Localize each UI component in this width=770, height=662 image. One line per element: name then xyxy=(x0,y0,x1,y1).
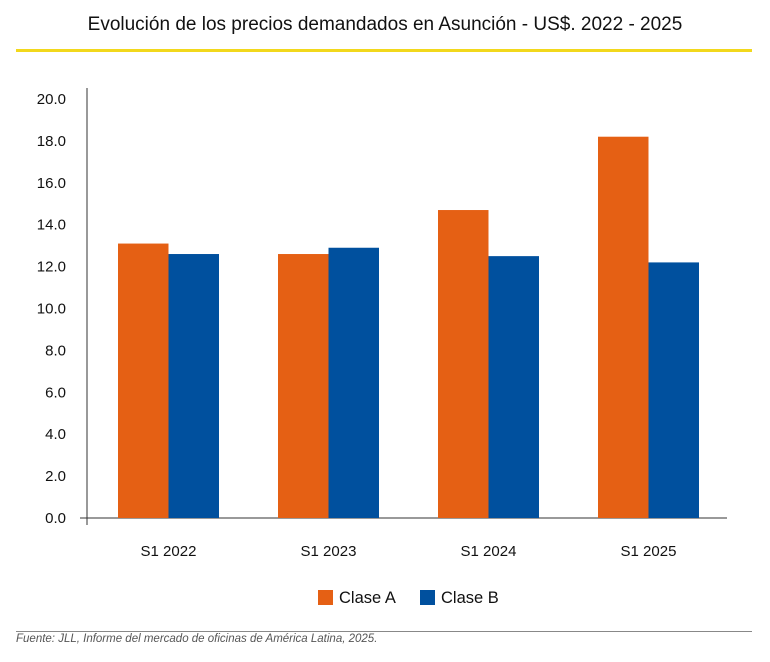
y-tick-label: 12.0 xyxy=(37,259,66,276)
x-tick-label: S1 2024 xyxy=(461,543,517,560)
legend-label: Clase A xyxy=(339,589,396,607)
y-tick-label: 0.0 xyxy=(45,510,66,527)
source-rule xyxy=(16,631,752,632)
legend-label: Clase B xyxy=(441,589,499,607)
bar-clase-a-s1-2024 xyxy=(438,210,489,518)
y-tick-label: 18.0 xyxy=(37,133,66,150)
bar-clase-a-s1-2022 xyxy=(118,243,169,518)
x-tick-label: S1 2023 xyxy=(301,543,357,560)
y-tick-label: 10.0 xyxy=(37,301,66,318)
bar-clase-b-s1-2024 xyxy=(488,256,539,518)
bar-clase-b-s1-2022 xyxy=(168,254,219,518)
y-tick-label: 2.0 xyxy=(45,468,66,485)
source-note: Fuente: JLL, Informe del mercado de ofic… xyxy=(16,633,378,645)
bar-clase-b-s1-2023 xyxy=(328,247,379,518)
legend-swatch xyxy=(318,590,333,605)
x-tick-label: S1 2022 xyxy=(141,543,197,560)
y-tick-label: 8.0 xyxy=(45,342,66,359)
title-rule xyxy=(16,49,752,52)
y-tick-label: 6.0 xyxy=(45,384,66,401)
bar-clase-a-s1-2023 xyxy=(278,254,329,518)
chart-title: Evolución de los precios demandados en A… xyxy=(87,14,683,35)
y-tick-label: 14.0 xyxy=(37,217,66,234)
y-tick-label: 4.0 xyxy=(45,426,66,443)
y-tick-label: 20.0 xyxy=(37,91,66,108)
x-tick-label: S1 2025 xyxy=(621,543,677,560)
bar-clase-b-s1-2025 xyxy=(648,262,699,518)
y-tick-label: 16.0 xyxy=(37,175,66,192)
bar-clase-a-s1-2025 xyxy=(598,136,649,518)
legend-swatch xyxy=(420,590,435,605)
